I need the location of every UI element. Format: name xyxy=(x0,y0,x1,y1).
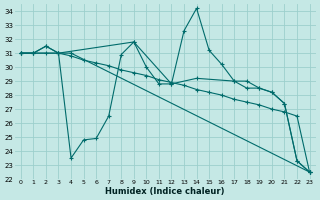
X-axis label: Humidex (Indice chaleur): Humidex (Indice chaleur) xyxy=(106,187,225,196)
